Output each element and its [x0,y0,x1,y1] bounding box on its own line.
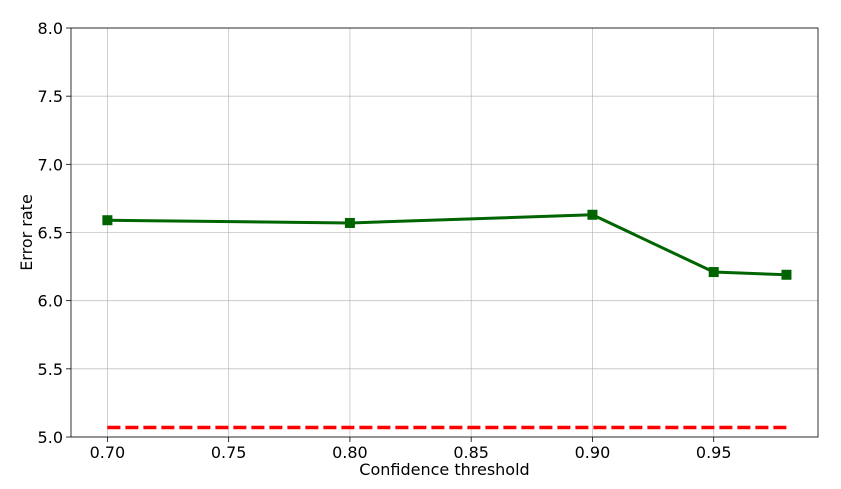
series-0-line [107,213,787,277]
x-axis: 0.70 0.75 0.80 0.85 0.90 0.95 [90,437,732,462]
grid [71,27,818,438]
y-tick-label: 6.0 [38,292,63,311]
y-tick-label: 8.0 [38,19,63,38]
y-axis-label: Error rate [17,194,36,271]
x-tick-label: 0.70 [90,443,126,462]
x-axis-label: Confidence threshold [359,460,529,479]
x-tick-label: 0.80 [332,443,368,462]
series-0-point [344,217,355,228]
series-0-point [102,215,113,226]
y-tick-label: 5.0 [38,428,63,447]
y-tick-label: 7.5 [38,87,63,106]
x-tick-label: 0.85 [453,443,489,462]
x-tick-label: 0.95 [696,443,732,462]
series-0-point [708,267,719,278]
series-0-point [587,209,598,220]
y-tick-label: 6.5 [38,224,63,243]
series-0-point [781,269,792,280]
series-layer [102,209,792,430]
x-tick-label: 0.75 [211,443,247,462]
y-tick-label: 5.5 [38,360,63,379]
y-tick-label: 7.0 [38,155,63,174]
x-tick-label: 0.90 [575,443,611,462]
y-axis: 5.0 5.5 6.0 6.5 7.0 7.5 8.0 [38,19,71,447]
